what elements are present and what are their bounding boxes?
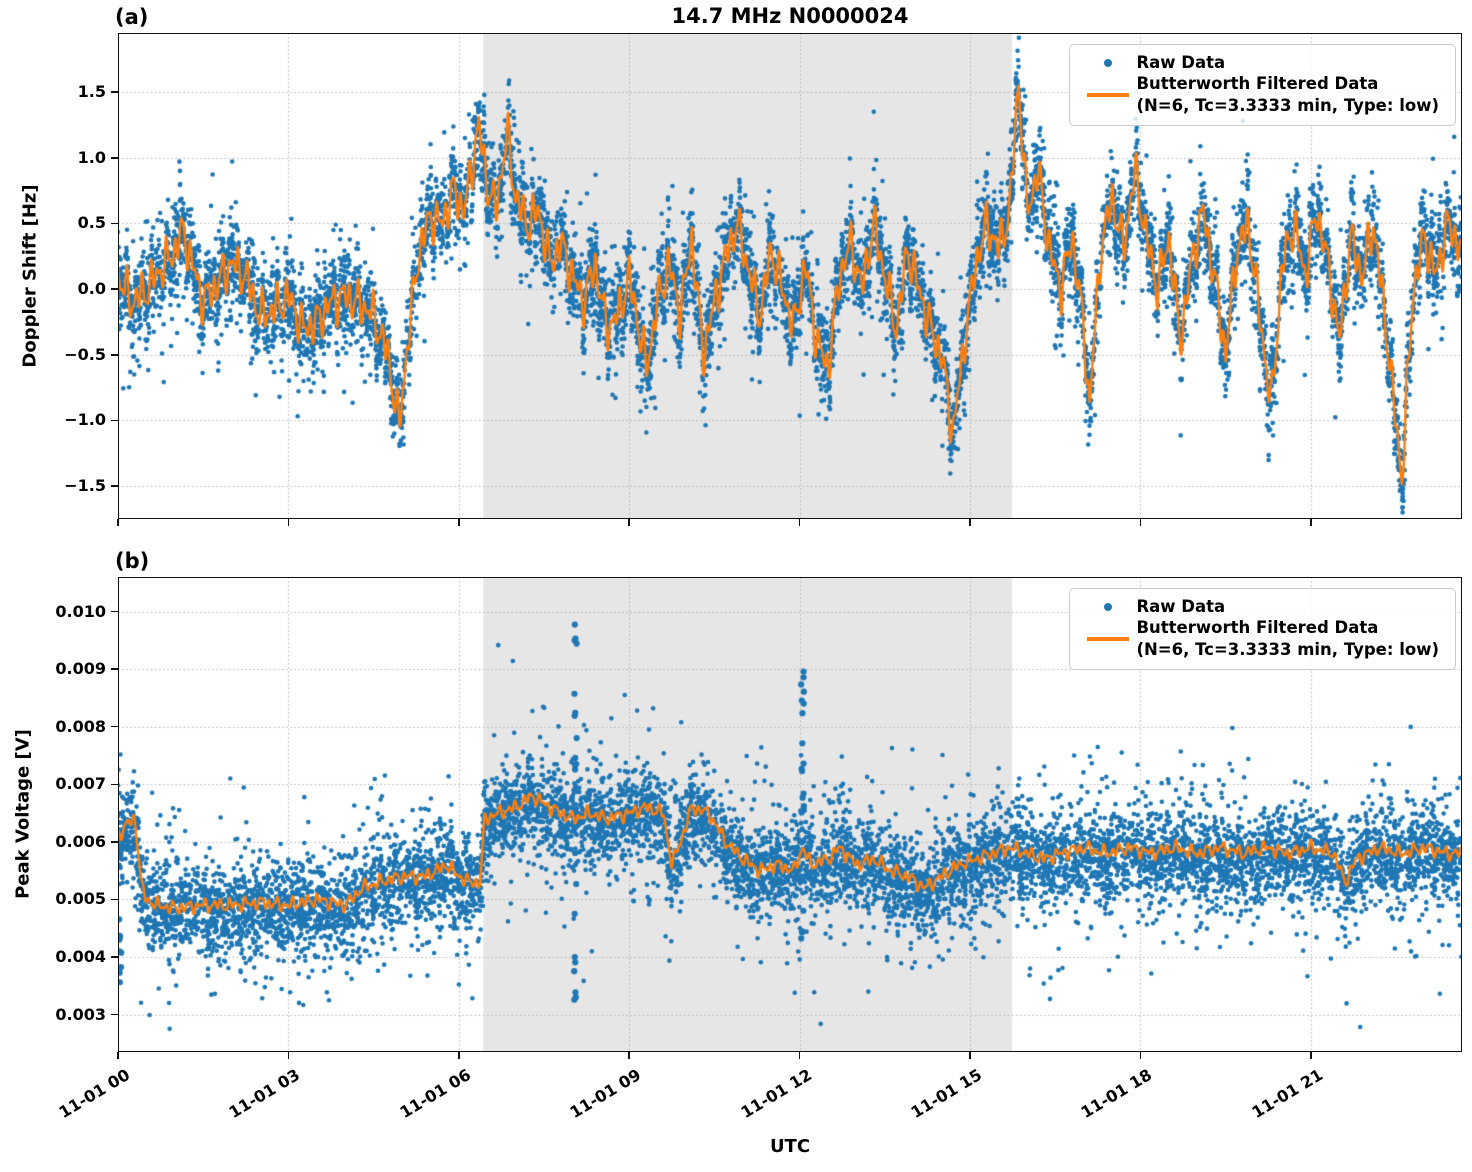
y-tick-label: 1.5	[77, 82, 106, 102]
legend-filtered-line2: (N=6, Tc=3.3333 min, Type: low)	[1136, 95, 1439, 115]
y-tick-mark	[111, 157, 118, 159]
x-tick-mark	[1139, 1052, 1142, 1059]
legend-raw-label: Raw Data	[1136, 597, 1226, 616]
y-tick-mark	[111, 91, 118, 93]
y-tick-label: 1.0	[77, 147, 106, 167]
y-tick-label: 0.007	[55, 774, 106, 794]
y-tick-label: 0.010	[55, 601, 106, 621]
panel-b-ylabel: Peak Voltage [V]	[12, 729, 34, 899]
panel-a-legend: Raw Data Butterworth Filtered Data (N=6,…	[1069, 44, 1456, 127]
y-tick-mark	[111, 222, 118, 225]
panel-a-plot-area: Raw Data Butterworth Filtered Data (N=6,…	[118, 33, 1462, 519]
y-tick-mark	[111, 668, 118, 670]
x-tick-mark	[969, 1052, 971, 1059]
y-tick-mark	[111, 354, 118, 356]
raw-data-marker-icon	[1080, 602, 1136, 611]
y-tick-mark	[111, 783, 118, 786]
y-tick-mark	[111, 419, 118, 422]
x-tick-mark	[287, 519, 290, 526]
y-tick-label: 0.008	[55, 716, 106, 736]
raw-data-marker-icon	[1080, 58, 1136, 67]
x-tick-mark	[1139, 519, 1142, 526]
legend-filtered-label: Butterworth Filtered Data (N=6, Tc=3.333…	[1136, 73, 1439, 116]
x-tick-mark	[628, 1052, 630, 1059]
figure-title: 14.7 MHz N0000024	[671, 4, 909, 28]
x-tick-mark	[1310, 519, 1312, 526]
x-tick-mark	[287, 1052, 290, 1059]
y-tick-mark	[111, 610, 118, 613]
y-tick-label: 0.005	[55, 889, 106, 909]
panel-b-legend: Raw Data Butterworth Filtered Data (N=6,…	[1069, 588, 1456, 671]
legend-raw-label: Raw Data	[1136, 53, 1226, 72]
x-tick-mark	[798, 519, 801, 526]
x-tick-mark	[1310, 1052, 1312, 1059]
x-tick-mark	[458, 1052, 460, 1059]
y-tick-label: 0.0	[77, 279, 106, 299]
y-tick-label: −1.0	[64, 410, 106, 430]
y-tick-label: 0.004	[55, 947, 106, 966]
y-tick-mark	[111, 841, 118, 843]
filtered-line-icon	[1080, 93, 1136, 97]
y-tick-label: 0.003	[55, 1004, 106, 1024]
x-tick-mark	[117, 519, 119, 526]
y-tick-mark	[111, 288, 118, 290]
x-tick-mark	[458, 519, 460, 526]
x-tick-mark	[628, 519, 630, 526]
x-axis-title: UTC	[769, 1136, 811, 1157]
y-tick-mark	[111, 725, 118, 728]
y-tick-label: 0.009	[55, 659, 106, 679]
x-tick-mark	[117, 1052, 119, 1059]
y-tick-mark	[111, 956, 118, 958]
y-tick-mark	[111, 1013, 118, 1016]
x-tick-mark	[798, 1052, 801, 1059]
y-tick-label: −1.5	[64, 476, 106, 496]
legend-filtered-line1: Butterworth Filtered Data	[1136, 618, 1379, 638]
y-tick-mark	[111, 485, 118, 487]
y-tick-label: −0.5	[64, 344, 106, 364]
panel-b-tag: (b)	[115, 549, 150, 573]
panel-a-tag: (a)	[115, 5, 149, 29]
y-tick-label: 0.006	[55, 831, 106, 851]
legend-filtered-line1: Butterworth Filtered Data	[1136, 74, 1379, 94]
legend-filtered-label: Butterworth Filtered Data (N=6, Tc=3.333…	[1136, 617, 1439, 660]
x-tick-mark	[969, 519, 971, 526]
y-tick-label: 0.5	[77, 213, 106, 233]
panel-b-plot-area: Raw Data Butterworth Filtered Data (N=6,…	[118, 577, 1462, 1052]
legend-filtered-line2: (N=6, Tc=3.3333 min, Type: low)	[1136, 639, 1439, 659]
y-tick-mark	[111, 898, 118, 901]
filtered-line-icon	[1080, 637, 1136, 641]
